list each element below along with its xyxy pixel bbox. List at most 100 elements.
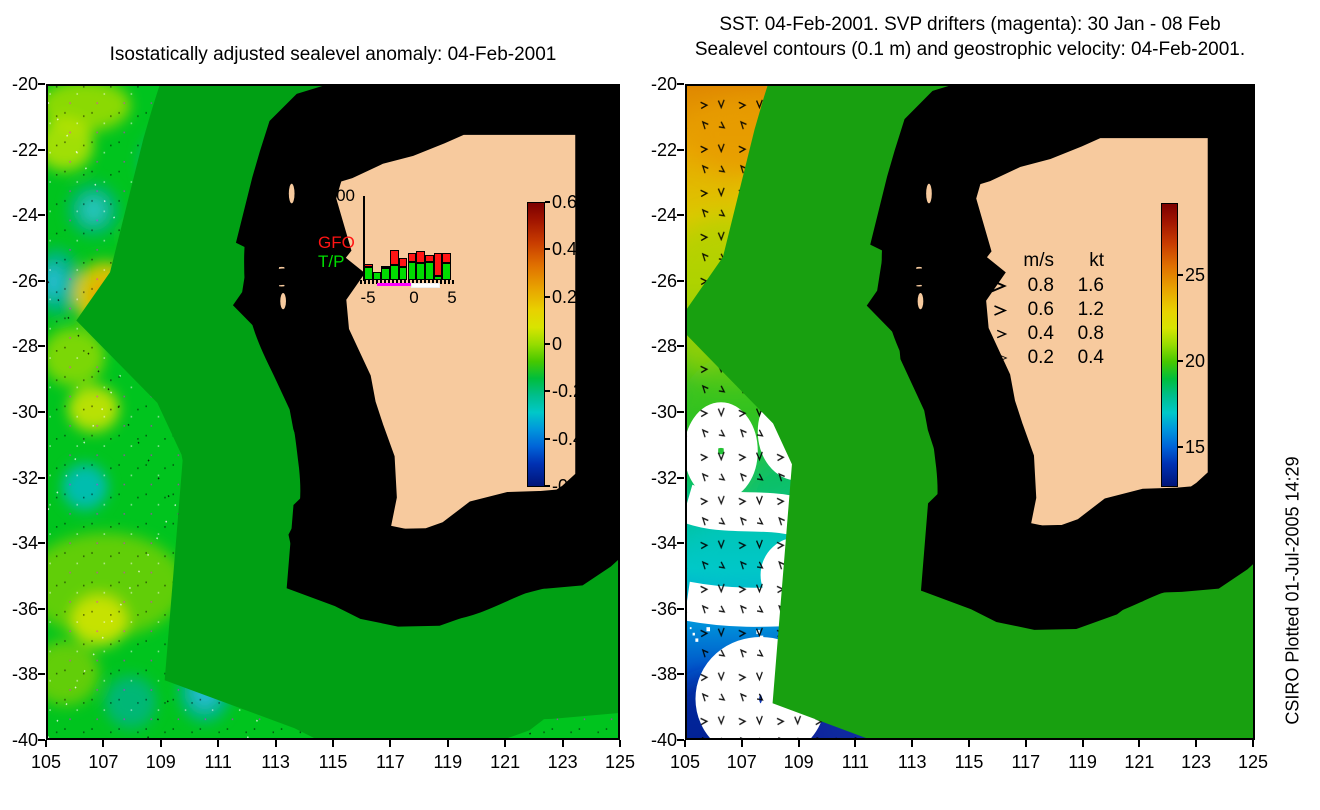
histogram-x-tick-label: -5 xyxy=(360,288,376,307)
y-tick-label: -34 xyxy=(650,533,677,554)
velocity-legend: m/s kt 0.8 1.6 0.6 1.2 0.4 0.8 0.2 0.4 xyxy=(982,250,1104,370)
y-tick-label: -32 xyxy=(11,467,38,488)
histogram-bar-tp xyxy=(424,261,434,280)
histogram-bar-tp xyxy=(442,263,451,280)
y-tick-mark xyxy=(38,673,45,676)
sealevel-colorbar-tick-label: -0.4 xyxy=(552,428,584,449)
sealevel-colorbar-tick-label: 0 xyxy=(552,333,563,354)
histogram-bar-gfo xyxy=(433,253,443,276)
sealevel-colorbar-tick xyxy=(545,295,550,298)
x-tick-label: 105 xyxy=(30,752,62,772)
y-tick-mark xyxy=(677,607,684,610)
x-tick-mark xyxy=(332,740,334,747)
sealevel-anomaly-map xyxy=(46,84,620,740)
x-tick-label: 123 xyxy=(547,752,578,772)
x-tick-mark xyxy=(619,740,621,747)
y-tick-mark xyxy=(677,279,684,282)
x-tick-mark xyxy=(740,740,743,747)
velocity-ms-value: 0.4 xyxy=(1027,323,1054,344)
sealevel-colorbar-tick-label: 0.4 xyxy=(552,239,578,260)
sealevel-colorbar-tick xyxy=(545,342,550,345)
x-tick-label: 111 xyxy=(841,752,870,772)
velocity-arrow-icon xyxy=(982,354,1008,362)
y-tick-mark xyxy=(38,607,45,610)
sealevel-colorbar-tick xyxy=(545,390,550,393)
velocity-kt-value: 1.2 xyxy=(1077,299,1104,320)
histogram-ymax-label: 500 xyxy=(326,186,355,205)
y-tick-label: -28 xyxy=(650,336,677,357)
y-tick-mark xyxy=(38,542,45,545)
histogram-white-underline xyxy=(411,283,440,288)
y-tick-mark xyxy=(38,279,45,282)
sealevel-colorbar-axis-label: Sealevel anomaly (m) xyxy=(583,253,604,437)
x-tick-mark xyxy=(389,740,392,747)
y-tick-mark xyxy=(38,476,45,479)
x-tick-label: 117 xyxy=(376,752,405,772)
sst-field xyxy=(687,86,1253,738)
x-tick-mark xyxy=(504,740,507,747)
y-tick-label: -24 xyxy=(650,205,677,226)
x-tick-label: 119 xyxy=(433,752,463,772)
histogram-bar-tp xyxy=(364,266,373,280)
crossover-histogram xyxy=(364,196,451,280)
histogram-tp-label: T/P xyxy=(318,252,345,271)
histogram-bar-gfo xyxy=(390,249,399,265)
y-tick-label: -22 xyxy=(11,139,38,160)
histogram-bar-tp xyxy=(433,275,443,280)
y-tick-mark xyxy=(677,673,684,676)
velocity-ms-value: 0.8 xyxy=(1027,275,1054,296)
velocity-legend-col2: kt xyxy=(1089,250,1104,271)
histogram-bar-tp xyxy=(372,272,382,280)
x-tick-label: 109 xyxy=(783,752,814,772)
sst-colorbar-tick-label: 15 xyxy=(1185,437,1206,457)
sst-colorbar-axis-label: 3-day SST composite (deg C) xyxy=(1208,220,1229,470)
y-tick-mark xyxy=(38,739,45,741)
y-tick-label: -38 xyxy=(11,664,38,685)
right-panel-title-line1: SST: 04-Feb-2001. SVP drifters (magenta)… xyxy=(719,14,1221,35)
y-tick-mark xyxy=(677,739,684,741)
histogram-bar-tp xyxy=(416,263,425,280)
velocity-ms-value: 0.2 xyxy=(1027,347,1054,368)
x-tick-mark xyxy=(968,740,970,747)
y-tick-label: -20 xyxy=(650,74,677,94)
y-tick-mark xyxy=(38,83,45,85)
x-tick-label: 121 xyxy=(490,752,521,772)
y-tick-label: -36 xyxy=(11,598,38,619)
histogram-bar-gfo xyxy=(381,266,391,269)
x-tick-mark xyxy=(1195,740,1198,747)
y-tick-mark xyxy=(38,148,45,151)
sealevel-colorbar-tick-label: 0.6 xyxy=(552,192,578,212)
x-tick-label: 107 xyxy=(88,752,119,772)
x-tick-mark xyxy=(911,740,914,747)
histogram-x-tick-label: 0 xyxy=(409,288,419,307)
sealevel-colorbar-tick xyxy=(545,248,550,251)
y-tick-label: -24 xyxy=(11,205,38,226)
y-tick-mark xyxy=(677,542,684,545)
histogram-bar-gfo xyxy=(364,264,373,267)
x-tick-label: 117 xyxy=(1011,752,1041,772)
y-tick-label: -30 xyxy=(650,402,677,422)
histogram-bar-gfo xyxy=(442,253,451,264)
x-tick-mark xyxy=(561,740,564,747)
y-tick-mark xyxy=(677,148,684,151)
x-tick-mark xyxy=(217,740,220,747)
y-tick-label: -38 xyxy=(650,664,677,685)
histogram-magenta-underline xyxy=(377,283,411,286)
histogram-bar-gfo xyxy=(407,253,417,262)
x-tick-mark xyxy=(274,740,277,747)
velocity-arrow-icon xyxy=(982,303,1008,318)
y-tick-mark xyxy=(38,345,45,348)
sst-colorbar-tick xyxy=(1178,446,1183,448)
velocity-arrow-icon xyxy=(982,328,1008,340)
sst-colorbar-tick-label: 20 xyxy=(1185,351,1206,371)
x-tick-mark xyxy=(1138,740,1141,747)
sealevel-colorbar-tick xyxy=(545,201,550,203)
y-tick-label: -34 xyxy=(11,533,38,554)
histogram-bar-gfo xyxy=(398,258,408,267)
y-tick-mark xyxy=(677,345,684,348)
histogram-bar-gfo xyxy=(416,251,425,264)
sst-colorbar-tick xyxy=(1178,360,1183,362)
x-tick-label: 123 xyxy=(1181,752,1212,772)
sealevel-colorbar-tick-label: -0.2 xyxy=(552,381,584,402)
sealevel-colorbar-tick-label: 0.2 xyxy=(552,286,578,307)
